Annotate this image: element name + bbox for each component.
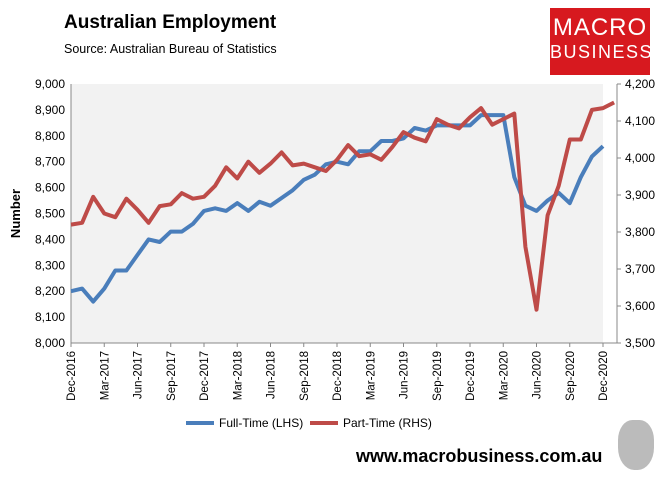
- y-left-tick-label: 8,000: [35, 336, 65, 350]
- x-tick-label: Jun-2020: [532, 351, 544, 399]
- chart-subtitle: Source: Australian Bureau of Statistics: [64, 42, 277, 56]
- y-right-tick-label: 3,600: [625, 299, 655, 313]
- y-right-tick-label: 3,500: [625, 336, 655, 350]
- x-tick-label: Dec-2018: [332, 351, 344, 401]
- legend-label: Full-Time (LHS): [219, 416, 303, 430]
- y-right-tick-label: 3,800: [625, 225, 655, 239]
- x-tick-label: Sep-2018: [299, 351, 311, 401]
- y-right-tick-label: 4,000: [625, 151, 655, 165]
- x-tick-label: Sep-2020: [565, 351, 577, 401]
- x-tick-label: Mar-2019: [365, 351, 377, 400]
- series-line-part-time: [70, 100, 616, 312]
- x-tick-label: Dec-2016: [66, 351, 78, 401]
- y-left-tick-label: 9,000: [35, 77, 65, 91]
- chart-title: Australian Employment: [64, 12, 277, 33]
- logo-line2: BUSINESS: [550, 42, 654, 62]
- x-tick-label: Mar-2018: [232, 351, 244, 400]
- y-left-tick-label: 8,100: [35, 310, 65, 324]
- wolf-logo-icon: [618, 420, 654, 470]
- y-right-tick-label: 4,100: [625, 114, 655, 128]
- y-left-tick-label: 8,600: [35, 181, 65, 195]
- x-tick-label: Dec-2017: [199, 351, 211, 401]
- y-left-tick-label: 8,200: [35, 284, 65, 298]
- x-tick-label: Dec-2019: [465, 351, 477, 401]
- y-left-tick-label: 8,800: [35, 129, 65, 143]
- x-tick-label: Jun-2019: [399, 351, 411, 399]
- y-left-tick-label: 8,900: [35, 103, 65, 117]
- x-tick-label: Dec-2020: [598, 351, 610, 401]
- x-tick-label: Sep-2019: [432, 351, 444, 401]
- y-left-tick-label: 8,300: [35, 258, 65, 272]
- y-right-tick-label: 4,200: [625, 77, 655, 91]
- y-left-tick-label: 8,400: [35, 232, 65, 246]
- x-tick-label: Jun-2017: [133, 351, 145, 399]
- x-tick-label: Mar-2017: [99, 351, 111, 400]
- x-tick-label: Sep-2017: [166, 351, 178, 401]
- x-tick-label: Mar-2020: [498, 351, 510, 400]
- y-right-tick-label: 3,700: [625, 262, 655, 276]
- x-tick-label: Jun-2018: [266, 351, 278, 399]
- macrobusiness-logo: MACRO BUSINESS: [550, 8, 654, 75]
- logo-line1: MACRO: [552, 14, 648, 41]
- y-left-tick-label: 8,700: [35, 155, 65, 169]
- website-url: www.macrobusiness.com.au: [356, 446, 603, 466]
- legend-label: Part-Time (RHS): [343, 416, 432, 430]
- y-axis-title: Number: [8, 189, 23, 238]
- y-left-tick-label: 8,500: [35, 207, 65, 221]
- y-right-tick-label: 3,900: [625, 188, 655, 202]
